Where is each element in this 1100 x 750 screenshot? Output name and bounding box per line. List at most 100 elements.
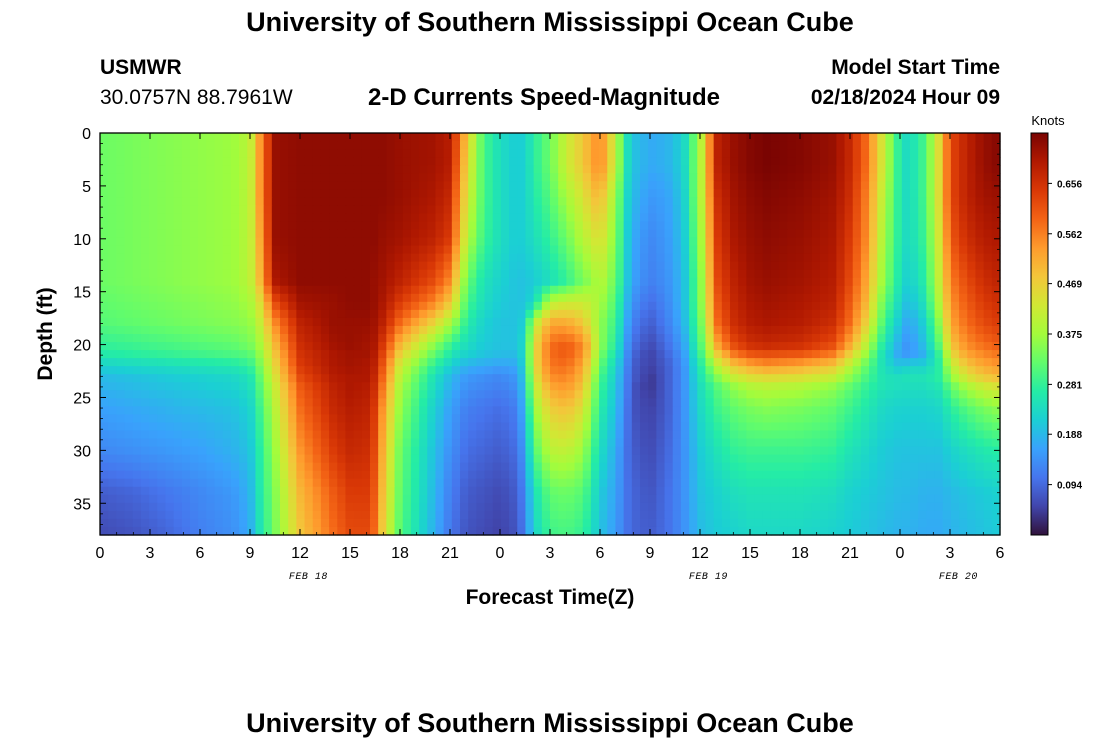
heatmap-cell <box>517 229 527 239</box>
heatmap-cell <box>190 229 199 239</box>
heatmap-cell <box>738 173 747 182</box>
heatmap-cell <box>640 181 649 190</box>
heatmap-cell <box>108 301 117 311</box>
heatmap-cell <box>410 149 420 158</box>
heatmap-cell <box>173 366 183 375</box>
heatmap-cell <box>345 149 355 158</box>
heatmap-cell <box>607 221 617 231</box>
heatmap-cell <box>795 462 805 472</box>
heatmap-cell <box>672 277 682 287</box>
heatmap-cell <box>410 390 420 399</box>
heatmap-cell <box>705 189 715 198</box>
heatmap-cell <box>304 406 314 415</box>
heatmap-cell <box>206 390 216 399</box>
heatmap-cell <box>288 438 297 448</box>
heatmap-cell <box>885 157 895 166</box>
heatmap-cell <box>664 261 674 271</box>
heatmap-cell <box>427 406 437 415</box>
heatmap-cell <box>280 366 289 375</box>
heatmap-cell <box>132 293 142 303</box>
heatmap-cell <box>779 470 788 480</box>
heatmap-cell <box>190 438 199 448</box>
heatmap-cell <box>599 334 608 343</box>
heatmap-cell <box>721 253 731 263</box>
heatmap-cell <box>991 245 1001 255</box>
heatmap-cell <box>991 374 1001 383</box>
heatmap-cell <box>713 374 723 383</box>
heatmap-cell <box>239 470 248 480</box>
heatmap-cell <box>811 213 821 223</box>
heatmap-cell <box>623 325 633 335</box>
heatmap-cell <box>296 454 306 464</box>
heatmap-cell <box>149 261 158 271</box>
heatmap-cell <box>566 438 576 448</box>
heatmap-cell <box>566 293 576 303</box>
heatmap-cell <box>345 165 355 174</box>
heatmap-cell <box>500 462 510 472</box>
heatmap-cell <box>533 229 543 239</box>
heatmap-cell <box>402 173 412 182</box>
heatmap-cell <box>320 197 330 206</box>
heatmap-cell <box>329 390 338 399</box>
heatmap-cell <box>108 173 117 182</box>
heatmap-cell <box>476 478 486 488</box>
heatmap-cell <box>337 133 347 142</box>
heatmap-cell <box>190 398 199 407</box>
heatmap-cell <box>672 301 682 311</box>
heatmap-cell <box>623 285 633 295</box>
heatmap-cell <box>337 245 347 255</box>
heatmap-cell <box>787 350 797 359</box>
heatmap-cell <box>975 358 985 367</box>
heatmap-cell <box>590 374 600 383</box>
heatmap-cell <box>942 366 952 375</box>
heatmap-cell <box>770 358 780 367</box>
heatmap-cell <box>304 245 314 255</box>
heatmap-cell <box>353 325 363 335</box>
heatmap-cell <box>582 430 592 440</box>
heatmap-cell <box>697 261 707 271</box>
heatmap-cell <box>427 301 437 311</box>
heatmap-cell <box>361 406 371 415</box>
heatmap-cell <box>386 358 396 367</box>
heatmap-cell <box>967 269 977 279</box>
heatmap-cell <box>836 374 846 383</box>
heatmap-cell <box>648 205 657 214</box>
heatmap-cell <box>656 406 666 415</box>
heatmap-cell <box>975 374 985 383</box>
heatmap-cell <box>427 293 437 303</box>
heatmap-cell <box>746 334 756 343</box>
heatmap-cell <box>108 462 117 472</box>
heatmap-cell <box>975 478 985 488</box>
heatmap-cell <box>901 317 911 327</box>
heatmap-cell <box>320 285 330 295</box>
heatmap-cell <box>631 197 641 206</box>
heatmap-cell <box>599 358 608 367</box>
heatmap-cell <box>271 486 281 496</box>
heatmap-cell <box>991 358 1001 367</box>
heatmap-cell <box>533 237 543 247</box>
heatmap-cell <box>149 374 158 383</box>
heatmap-cell <box>124 181 134 190</box>
heatmap-cell <box>132 229 142 239</box>
heatmap-cell <box>550 229 559 239</box>
heatmap-cell <box>664 173 674 182</box>
heatmap-cell <box>754 301 764 311</box>
heatmap-cell <box>983 438 993 448</box>
heatmap-cell <box>435 181 445 190</box>
heatmap-cell <box>787 382 797 391</box>
heatmap-cell <box>230 253 240 263</box>
heatmap-cell <box>165 350 175 359</box>
heatmap-cell <box>500 261 510 271</box>
heatmap-cell <box>337 422 347 432</box>
heatmap-cell <box>869 374 878 383</box>
heatmap-cell <box>468 213 477 223</box>
heatmap-cell <box>492 149 502 158</box>
heatmap-cell <box>541 390 551 399</box>
heatmap-cell <box>566 157 576 166</box>
heatmap-cell <box>779 366 788 375</box>
heatmap-cell <box>476 414 486 424</box>
heatmap-cell <box>550 374 559 383</box>
heatmap-cell <box>967 366 977 375</box>
heatmap-cell <box>288 470 297 480</box>
heatmap-cell <box>656 486 666 496</box>
